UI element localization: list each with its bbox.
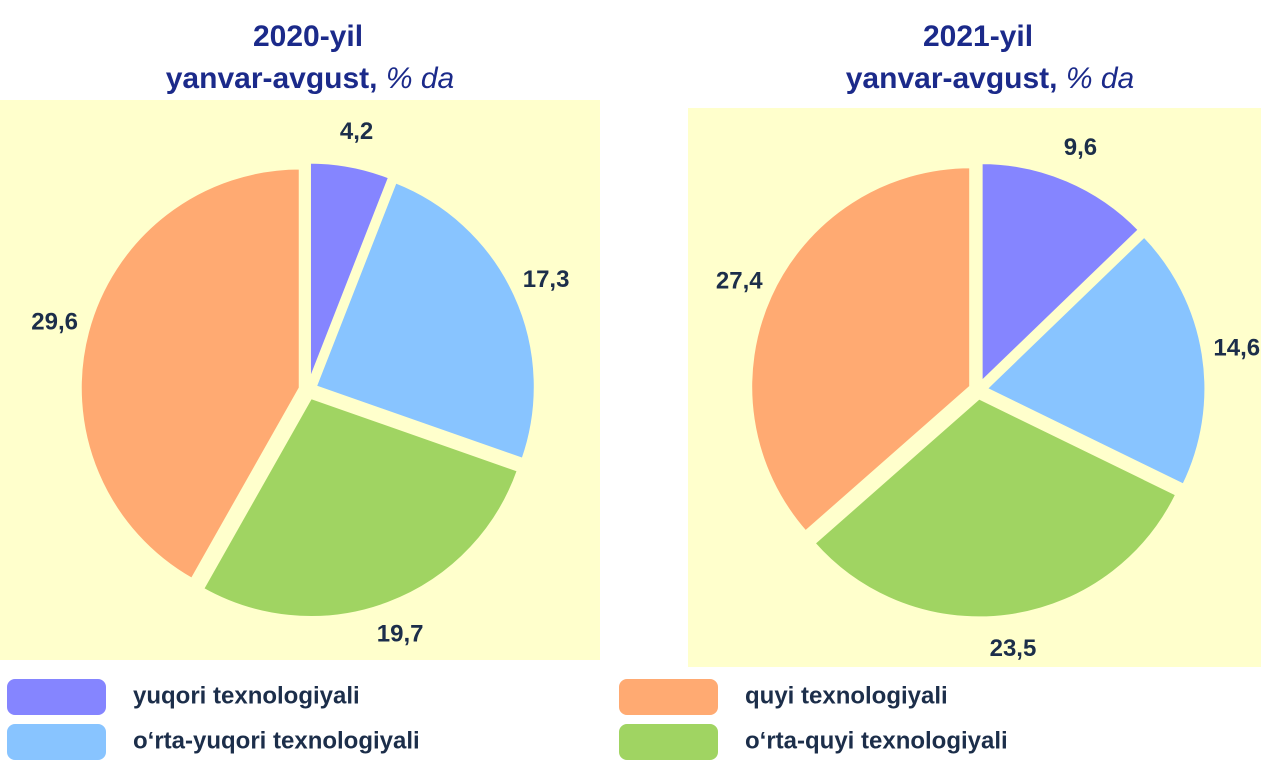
pie-slice xyxy=(307,160,392,383)
pie-slice xyxy=(979,161,1142,387)
unit: % da xyxy=(1066,62,1134,95)
legend-swatch xyxy=(619,679,718,715)
unit: % da xyxy=(386,62,454,95)
legend-swatch xyxy=(7,679,106,715)
chart-title: 2021-yil xyxy=(923,20,1033,53)
data-label: 19,7 xyxy=(377,621,424,648)
pie-slice xyxy=(749,165,973,535)
legend-label: yuqori texnologiyali xyxy=(133,682,360,709)
data-label: 9,6 xyxy=(1064,134,1097,161)
data-label: 4,2 xyxy=(340,118,373,145)
subtitle: yanvar-avgust, xyxy=(166,62,378,95)
pie-slice xyxy=(983,233,1208,488)
pie-slice xyxy=(811,396,1179,620)
data-label: 23,5 xyxy=(990,635,1037,662)
legend-label: o‘rta-quyi texnologiyali xyxy=(745,727,1008,754)
data-label: 27,4 xyxy=(716,267,763,294)
pie-slice xyxy=(200,395,521,619)
legend-swatch xyxy=(619,724,718,760)
legend-swatch xyxy=(7,724,106,760)
legend-label: quyi texnologiyali xyxy=(745,682,948,709)
pie-slice xyxy=(313,179,537,462)
subtitle: yanvar-avgust, xyxy=(846,62,1058,95)
chart-subtitle: yanvar-avgust, % da xyxy=(166,62,455,95)
data-label: 14,6 xyxy=(1213,334,1260,361)
pie-slice xyxy=(78,166,302,582)
chart-title: 2020-yil xyxy=(253,20,363,53)
data-label: 29,6 xyxy=(31,309,78,336)
data-label: 17,3 xyxy=(523,266,570,293)
chart-subtitle: yanvar-avgust, % da xyxy=(846,62,1135,95)
legend-label: o‘rta-yuqori texnologiyali xyxy=(133,727,420,754)
